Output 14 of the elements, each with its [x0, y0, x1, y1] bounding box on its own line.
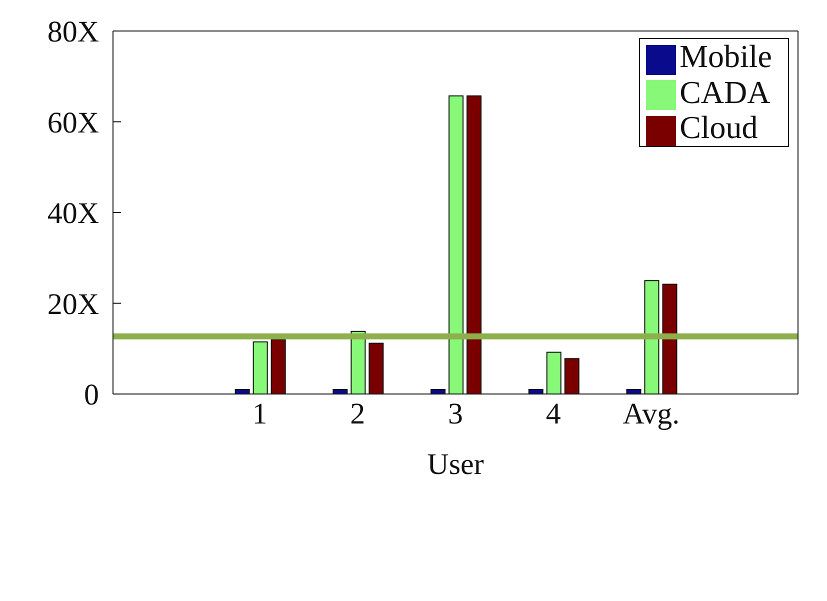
y-tick-label: 60X	[47, 106, 100, 140]
x-tick-label: 1	[252, 397, 268, 430]
y-tick-label: 0	[84, 378, 99, 412]
y-tick-label: 80X	[47, 16, 100, 49]
legend-label: Mobile	[680, 38, 772, 74]
x-tick-label: 2	[350, 397, 366, 430]
legend-label: Cloud	[680, 109, 758, 146]
x-axis-title: User	[427, 448, 484, 482]
y-tick-label: 40X	[47, 197, 100, 230]
x-tick-label: 4	[546, 397, 561, 430]
legend-label: CADA	[680, 74, 770, 110]
y-tick-label: 20X	[47, 288, 100, 321]
x-tick-label: Avg.	[622, 397, 680, 430]
x-tick-label: 3	[448, 397, 463, 430]
